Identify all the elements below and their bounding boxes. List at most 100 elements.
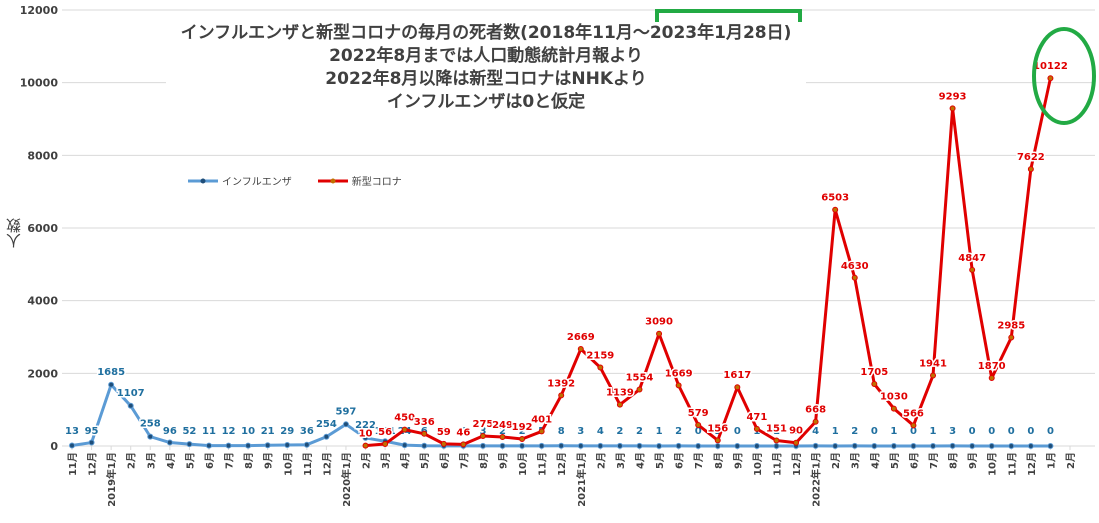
data-point-influenza [127,402,134,409]
data-point-covid [793,439,800,446]
data-label-influenza: 1 [793,426,800,437]
data-point-influenza [88,439,95,446]
data-label-influenza: 0 [734,426,741,437]
data-point-covid [734,384,741,391]
data-label-influenza: 131 [375,426,396,437]
x-tick-label: 7月 [928,452,940,469]
x-tick-label: 2月 [361,452,373,469]
data-label-covid: 566 [903,408,924,419]
data-label-covid: 668 [805,405,826,416]
x-tick-label: 11月 [1006,452,1018,476]
data-label-covid: 192 [512,422,533,433]
data-point-covid [930,372,937,379]
data-label-covid: 1617 [723,370,751,381]
y-axis-label: 人数 [5,218,23,248]
x-tick-label: 8月 [713,452,725,469]
x-tick-label: 12月 [556,452,568,476]
data-point-covid [714,437,721,444]
data-point-influenza [479,442,486,449]
x-tick-label: 11月 [771,452,783,476]
data-point-covid [910,422,917,429]
data-label-covid: 9293 [939,91,967,102]
data-point-covid [401,426,408,433]
y-tick-label: 8000 [27,149,58,162]
data-point-covid [773,437,780,444]
data-point-covid [499,433,506,440]
x-tick-label: 3月 [850,452,862,469]
data-label-covid: 4847 [958,253,986,264]
data-point-influenza [284,441,291,448]
data-point-influenza [147,433,154,440]
data-label-influenza: 95 [85,426,99,437]
title-line-2: 2022年8月までは人口動態統計月報より [329,46,643,66]
data-label-influenza: 2 [636,426,643,437]
x-tick-label: 2019年1月 [105,452,118,507]
x-tick-label: 6月 [908,452,920,469]
data-point-influenza [616,442,623,449]
data-label-influenza: 3 [460,426,467,437]
data-label-influenza: 2 [616,426,623,437]
data-label-influenza: 0 [871,426,878,437]
data-point-influenza [656,442,663,449]
data-point-influenza [577,442,584,449]
x-tick-label: 6月 [674,452,686,469]
data-point-influenza [186,441,193,448]
x-tick-label: 2月 [595,452,607,469]
data-point-covid [421,430,428,437]
x-tick-label: 11月 [302,452,314,476]
data-label-influenza: 1107 [117,388,145,399]
data-label-influenza: 1 [832,426,839,437]
data-point-influenza [753,442,760,449]
x-tick-label: 3月 [615,452,627,469]
data-point-influenza [832,442,839,449]
data-label-influenza: 597 [336,406,357,417]
data-label-influenza: 52 [182,426,196,437]
data-label-covid: 1554 [626,373,654,384]
data-label-influenza: 2 [519,426,526,437]
x-tick-label: 2月 [126,452,138,469]
data-point-covid [753,425,760,432]
x-tick-label: 2月 [830,452,842,469]
data-label-influenza: 1 [930,426,937,437]
data-label-covid: 3090 [645,317,673,328]
y-tick-label: 6000 [27,222,58,235]
data-point-covid [871,381,878,388]
data-point-influenza [949,442,956,449]
data-point-covid [479,433,486,440]
data-point-covid [362,442,369,449]
x-tick-label: 4月 [400,452,412,469]
data-label-influenza: 3 [479,426,486,437]
data-label-covid: 151 [766,424,787,435]
data-label-influenza: 2 [499,426,506,437]
data-point-covid [1047,75,1054,82]
data-point-influenza [538,442,545,449]
data-label-influenza: 222 [355,420,376,431]
data-point-influenza [205,442,212,449]
legend-swatch-influenza [188,178,218,183]
data-label-covid: 579 [688,408,709,419]
data-label-covid: 1392 [547,378,575,389]
data-point-covid [851,274,858,281]
legend-item-covid: 新型コロナ [317,173,402,188]
x-tick-label: 12月 [791,452,803,476]
x-tick-label: 3月 [145,452,157,469]
legend-label-covid: 新型コロナ [351,177,402,188]
chart-title: インフルエンザと新型コロナの毎月の死者数(2018年11月〜2023年1月28日… [166,22,806,114]
data-label-covid: 46 [456,427,470,438]
data-point-covid [577,346,584,353]
data-point-covid [656,330,663,337]
data-point-influenza [695,443,702,449]
data-label-covid: 10 [359,429,373,440]
x-tick-label: 5月 [419,452,431,469]
x-tick-label: 1月 [1045,452,1057,469]
data-point-influenza [69,442,75,449]
data-label-influenza: 12 [222,426,236,437]
data-point-influenza [636,442,643,449]
data-label-covid: 2159 [586,351,614,362]
x-tick-label: 8月 [243,452,255,469]
data-label-covid: 336 [414,417,435,428]
x-tick-label: 5月 [654,452,666,469]
x-tick-label: 8月 [478,452,490,469]
data-label-influenza: 3 [440,426,447,437]
data-point-influenza [303,441,310,448]
